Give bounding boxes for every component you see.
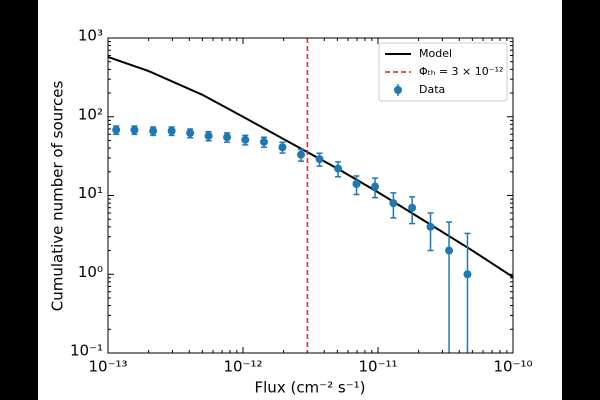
y-axis-label: Cumulative number of sources bbox=[49, 81, 67, 312]
legend-label: Model bbox=[419, 47, 452, 60]
data-point bbox=[259, 137, 268, 146]
x-tick-label: 10⁻¹⁰ bbox=[493, 358, 532, 376]
data-point bbox=[167, 126, 176, 135]
data-point bbox=[315, 155, 324, 164]
plot-frame bbox=[107, 37, 514, 354]
data-point bbox=[334, 164, 343, 173]
data-point bbox=[149, 126, 158, 135]
data-point bbox=[130, 125, 139, 134]
data-point bbox=[408, 203, 417, 212]
data-point bbox=[241, 135, 250, 144]
x-tick-label: 10⁻¹³ bbox=[88, 358, 127, 376]
model-line bbox=[108, 55, 513, 278]
data-point bbox=[278, 143, 287, 152]
data-point bbox=[463, 270, 472, 279]
x-tick-label: 10⁻¹² bbox=[223, 358, 262, 376]
data-point bbox=[389, 199, 398, 208]
data-point bbox=[186, 129, 195, 138]
legend-box bbox=[378, 42, 508, 102]
y-tick-label: 10³ bbox=[78, 27, 103, 45]
data-point bbox=[426, 222, 435, 231]
data-point bbox=[223, 133, 232, 142]
data-point bbox=[445, 246, 454, 255]
y-tick-label: 10² bbox=[78, 105, 103, 123]
data-point bbox=[371, 182, 380, 191]
x-axis-label: Flux (cm⁻² s⁻¹) bbox=[255, 379, 366, 397]
legend-label: Data bbox=[419, 83, 445, 96]
data-point bbox=[352, 179, 361, 188]
x-tick-label: 10⁻¹¹ bbox=[358, 358, 397, 376]
y-tick-label: 10¹ bbox=[78, 184, 103, 202]
data-point bbox=[112, 125, 121, 134]
legend-swatch bbox=[394, 86, 402, 94]
legend-label: Φₜₕ = 3 × 10⁻¹² bbox=[419, 65, 503, 78]
y-tick-label: 10⁻¹ bbox=[70, 342, 103, 360]
data-point bbox=[204, 131, 213, 140]
data-point bbox=[297, 150, 306, 159]
y-tick-label: 10⁰ bbox=[78, 263, 103, 281]
